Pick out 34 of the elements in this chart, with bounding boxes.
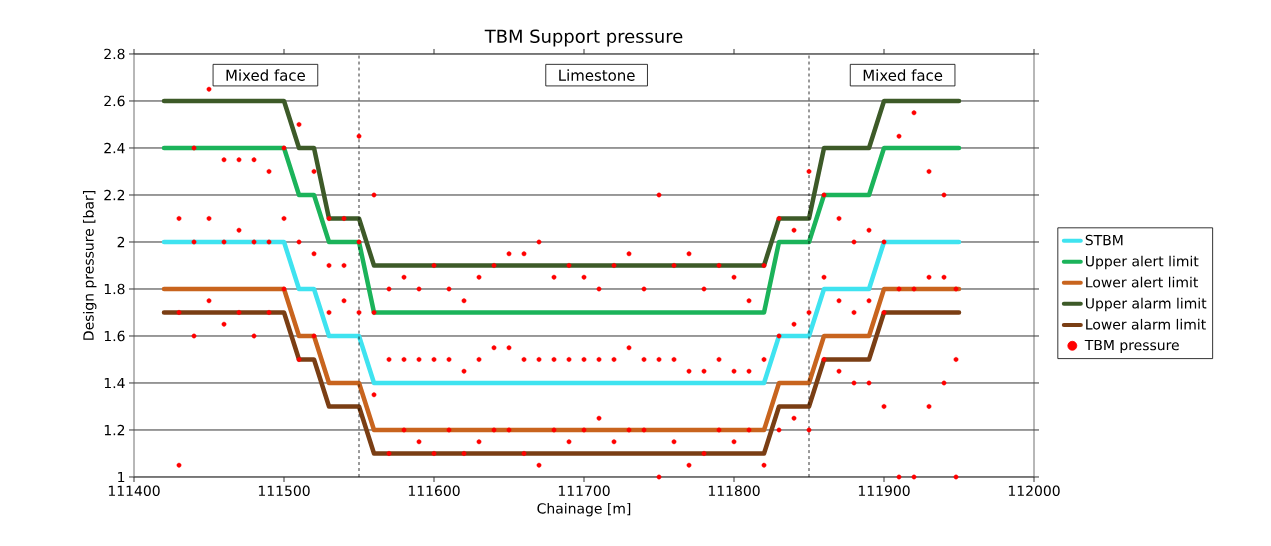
line-series (161, 286, 962, 433)
y-tick-label: 2.2 (104, 189, 125, 201)
legend-label: Lower alarm limit (1086, 318, 1206, 330)
legend-label: Upper alert limit (1086, 255, 1199, 270)
x-tick-label: 111400 (108, 485, 160, 497)
x-tick-label: 111500 (258, 485, 310, 497)
x-tick-label: 112000 (1008, 485, 1060, 497)
legend-label: Upper alarm limit (1086, 297, 1207, 312)
line-series (161, 310, 962, 456)
y-tick-label: 2.6 (104, 95, 125, 107)
y-tick-label: 1.6 (104, 330, 125, 342)
y-tick-label: 1.4 (104, 377, 125, 389)
line-series (161, 145, 962, 315)
x-tick-label: 111900 (858, 485, 910, 497)
x-tick-label: 111800 (708, 485, 760, 497)
y-tick-label: 1 (118, 471, 125, 483)
legend-label: TBM pressure (1084, 339, 1179, 354)
annotation: Limestone (559, 69, 635, 81)
x-axis-title: Chainage [m] (537, 502, 631, 517)
x-tick-label: 111700 (558, 485, 610, 497)
y-tick-label: 2 (117, 236, 125, 248)
line-series (161, 239, 962, 386)
y-tick-label: 1.8 (104, 283, 125, 295)
y-tick-label: 2.4 (104, 142, 125, 154)
y-axis-title: Design pressure [bar] (82, 191, 97, 340)
y-tick-label: 1.2 (104, 424, 125, 436)
legend-label: Lower alert limit (1086, 276, 1199, 288)
chart-title: TBM Support pressure (484, 29, 683, 47)
y-tick-label: 2.8 (104, 48, 125, 60)
x-tick-label: 111600 (408, 485, 460, 497)
legend-label: STBM (1085, 234, 1123, 246)
annotation: Mixed face (863, 69, 943, 81)
line-series (161, 98, 962, 268)
annotation: Mixed face (226, 69, 305, 81)
